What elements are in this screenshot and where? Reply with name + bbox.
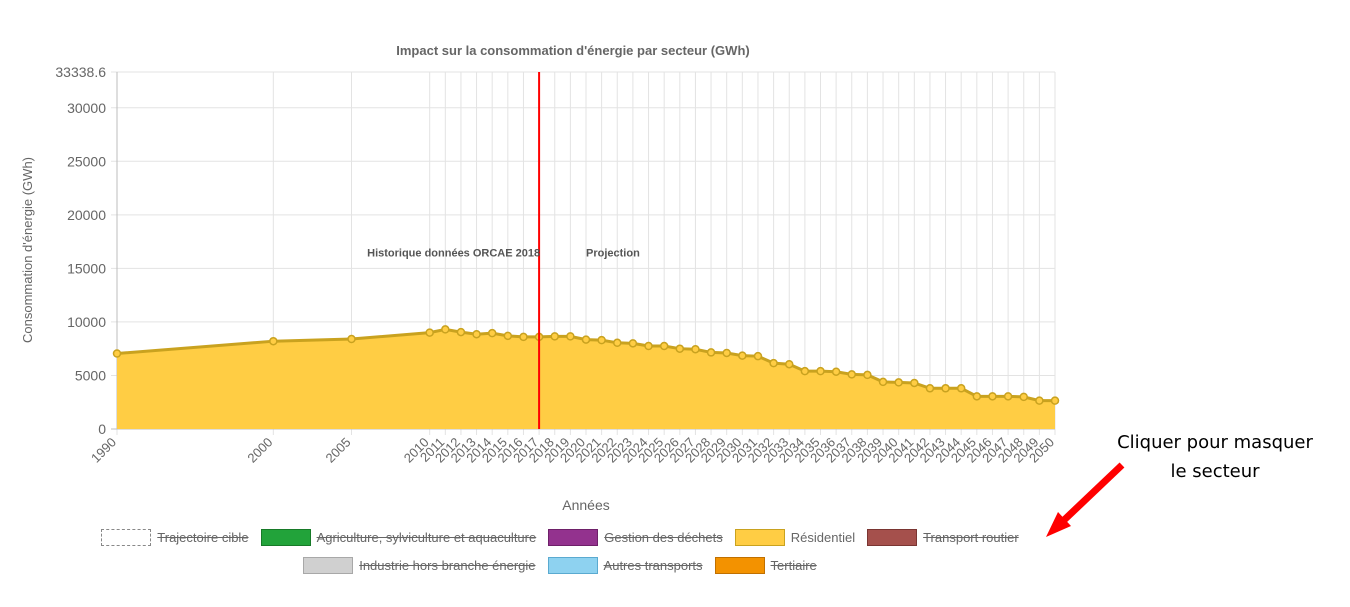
legend-swatch <box>734 529 785 546</box>
legend-item[interactable]: Industrie hors branche énergie <box>303 557 536 574</box>
legend-swatch <box>260 529 311 546</box>
legend-item[interactable]: Trajectoire cible <box>101 529 249 546</box>
data-point[interactable] <box>1050 396 1060 405</box>
legend-label: Gestion des déchets <box>604 530 723 545</box>
data-point[interactable] <box>910 378 919 388</box>
red-arrow-head-icon <box>1046 512 1071 537</box>
data-point[interactable] <box>972 392 982 401</box>
y-axis-label: Consommation d'énergie (GWh) <box>20 157 35 343</box>
data-point[interactable] <box>487 328 497 338</box>
data-point[interactable] <box>894 378 903 387</box>
data-point[interactable] <box>769 358 778 368</box>
data-point[interactable] <box>347 334 356 344</box>
annotation-note: Cliquer pour masquer le secteur <box>1095 428 1335 486</box>
legend-label: Industrie hors branche énergie <box>359 558 536 573</box>
legend-swatch <box>101 529 152 546</box>
chart-annotation: Historique données ORCAE 2018 <box>367 247 540 259</box>
legend-swatch <box>548 529 599 546</box>
y-tick-label: 0 <box>98 421 106 437</box>
legend-label: Tertiaire <box>770 558 817 573</box>
data-point[interactable] <box>878 377 888 387</box>
x-tick-label: 2000 <box>244 435 275 466</box>
legend-item[interactable]: Tertiaire <box>714 557 817 574</box>
legend-label: Autres transports <box>603 558 703 573</box>
data-point[interactable] <box>800 366 810 376</box>
legend-label: Trajectoire cible <box>157 530 249 545</box>
data-point[interactable] <box>988 392 997 401</box>
data-point[interactable] <box>644 341 653 351</box>
legend-item[interactable]: Résidentiel <box>734 529 856 546</box>
legend-swatch <box>867 529 918 546</box>
data-point[interactable] <box>675 344 685 353</box>
x-tick-label: 1990 <box>88 435 119 466</box>
legend-row-2: Industrie hors branche énergie Autres tra… <box>0 557 1120 574</box>
data-point[interactable] <box>519 332 528 342</box>
data-point[interactable] <box>1019 392 1028 402</box>
data-point[interactable] <box>1003 392 1013 401</box>
y-tick-label: 20000 <box>67 207 106 223</box>
legend-swatch <box>303 557 354 574</box>
legend-swatch <box>714 557 765 574</box>
data-point[interactable] <box>112 349 122 358</box>
legend-label: Transport routier <box>923 530 1019 545</box>
legend-item[interactable]: Agriculture, sylviculture et aquaculture <box>260 529 537 546</box>
y-tick-label: 10000 <box>67 314 106 330</box>
y-tick-label: 33338.6 <box>55 64 106 80</box>
data-point[interactable] <box>613 338 622 348</box>
note-line-1: Cliquer pour masquer <box>1117 432 1313 453</box>
y-tick-label: 30000 <box>67 100 106 116</box>
data-point[interactable] <box>831 367 841 376</box>
x-tick-label: 2005 <box>323 435 354 466</box>
legend-label: Agriculture, sylviculture et aquaculture <box>316 530 537 545</box>
legend-item[interactable]: Transport routier <box>867 529 1019 546</box>
data-point[interactable] <box>503 331 513 341</box>
data-point[interactable] <box>706 348 716 357</box>
y-tick-label: 15000 <box>67 260 106 276</box>
data-point[interactable] <box>691 344 700 354</box>
data-point[interactable] <box>1035 396 1044 405</box>
data-point[interactable] <box>456 327 466 337</box>
data-point[interactable] <box>816 366 825 376</box>
legend-item[interactable]: Gestion des déchets <box>548 529 723 546</box>
data-point[interactable] <box>581 335 591 344</box>
data-point[interactable] <box>753 351 763 361</box>
red-arrow-icon <box>1059 462 1125 525</box>
data-point[interactable] <box>269 336 278 346</box>
data-point[interactable] <box>597 335 606 345</box>
data-point[interactable] <box>566 332 575 341</box>
data-point[interactable] <box>956 384 966 393</box>
chart-title: Impact sur la consommation d'énergie par… <box>396 43 749 58</box>
data-point[interactable] <box>722 348 731 358</box>
data-point[interactable] <box>784 359 794 369</box>
data-point[interactable] <box>472 329 481 339</box>
data-point[interactable] <box>847 370 857 379</box>
legend-label: Résidentiel <box>790 530 856 545</box>
data-point[interactable] <box>550 332 559 341</box>
residentiel-area <box>117 329 1055 429</box>
legend-row-1: Trajectoire cible Agriculture, sylvicultu… <box>0 529 1120 546</box>
note-line-2: le secteur <box>1170 461 1260 482</box>
data-point[interactable] <box>659 341 669 351</box>
data-point[interactable] <box>925 384 935 393</box>
legend-item[interactable]: Autres transports <box>547 557 703 574</box>
legend-swatch <box>547 557 598 574</box>
x-axis-label: Années <box>562 497 609 513</box>
chart-annotation: Projection <box>586 247 640 259</box>
data-point[interactable] <box>941 384 950 393</box>
data-point[interactable] <box>738 351 747 360</box>
data-point[interactable] <box>441 325 450 334</box>
data-point[interactable] <box>863 370 872 380</box>
y-tick-label: 5000 <box>75 367 106 383</box>
data-point[interactable] <box>425 328 434 337</box>
data-point[interactable] <box>628 339 638 348</box>
y-tick-label: 25000 <box>67 153 106 169</box>
